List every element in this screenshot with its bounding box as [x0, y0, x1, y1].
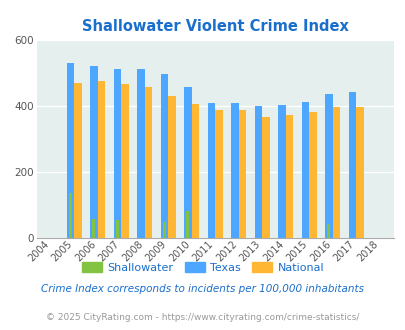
Bar	[113, 69, 121, 238]
Bar	[215, 110, 222, 238]
Bar	[160, 74, 168, 238]
Bar	[285, 115, 292, 238]
Bar	[332, 107, 339, 238]
Text: Crime Index corresponds to incidents per 100,000 inhabitants: Crime Index corresponds to incidents per…	[41, 284, 364, 294]
Bar	[115, 220, 119, 238]
Bar	[90, 66, 98, 238]
Bar	[324, 94, 332, 238]
Bar	[168, 96, 175, 238]
Bar	[207, 103, 215, 238]
Bar	[137, 69, 144, 238]
Bar	[326, 224, 330, 238]
Bar	[121, 84, 128, 238]
Bar	[69, 193, 72, 238]
Bar	[98, 81, 105, 238]
Bar	[144, 87, 152, 238]
Bar	[277, 105, 285, 238]
Legend: Shallowater, Texas, National: Shallowater, Texas, National	[77, 258, 328, 277]
Bar	[309, 112, 316, 238]
Bar	[191, 104, 199, 238]
Bar	[348, 92, 355, 238]
Bar	[184, 87, 191, 238]
Bar	[238, 110, 245, 238]
Bar	[254, 106, 262, 238]
Bar	[230, 103, 238, 238]
Bar	[355, 107, 363, 238]
Text: © 2025 CityRating.com - https://www.cityrating.com/crime-statistics/: © 2025 CityRating.com - https://www.city…	[46, 313, 359, 322]
Bar	[92, 219, 95, 238]
Bar	[74, 83, 81, 238]
Bar	[262, 117, 269, 238]
Bar	[66, 63, 74, 238]
Bar	[186, 211, 189, 238]
Title: Shallowater Violent Crime Index: Shallowater Violent Crime Index	[81, 19, 348, 34]
Bar	[162, 222, 166, 238]
Bar	[301, 102, 309, 238]
